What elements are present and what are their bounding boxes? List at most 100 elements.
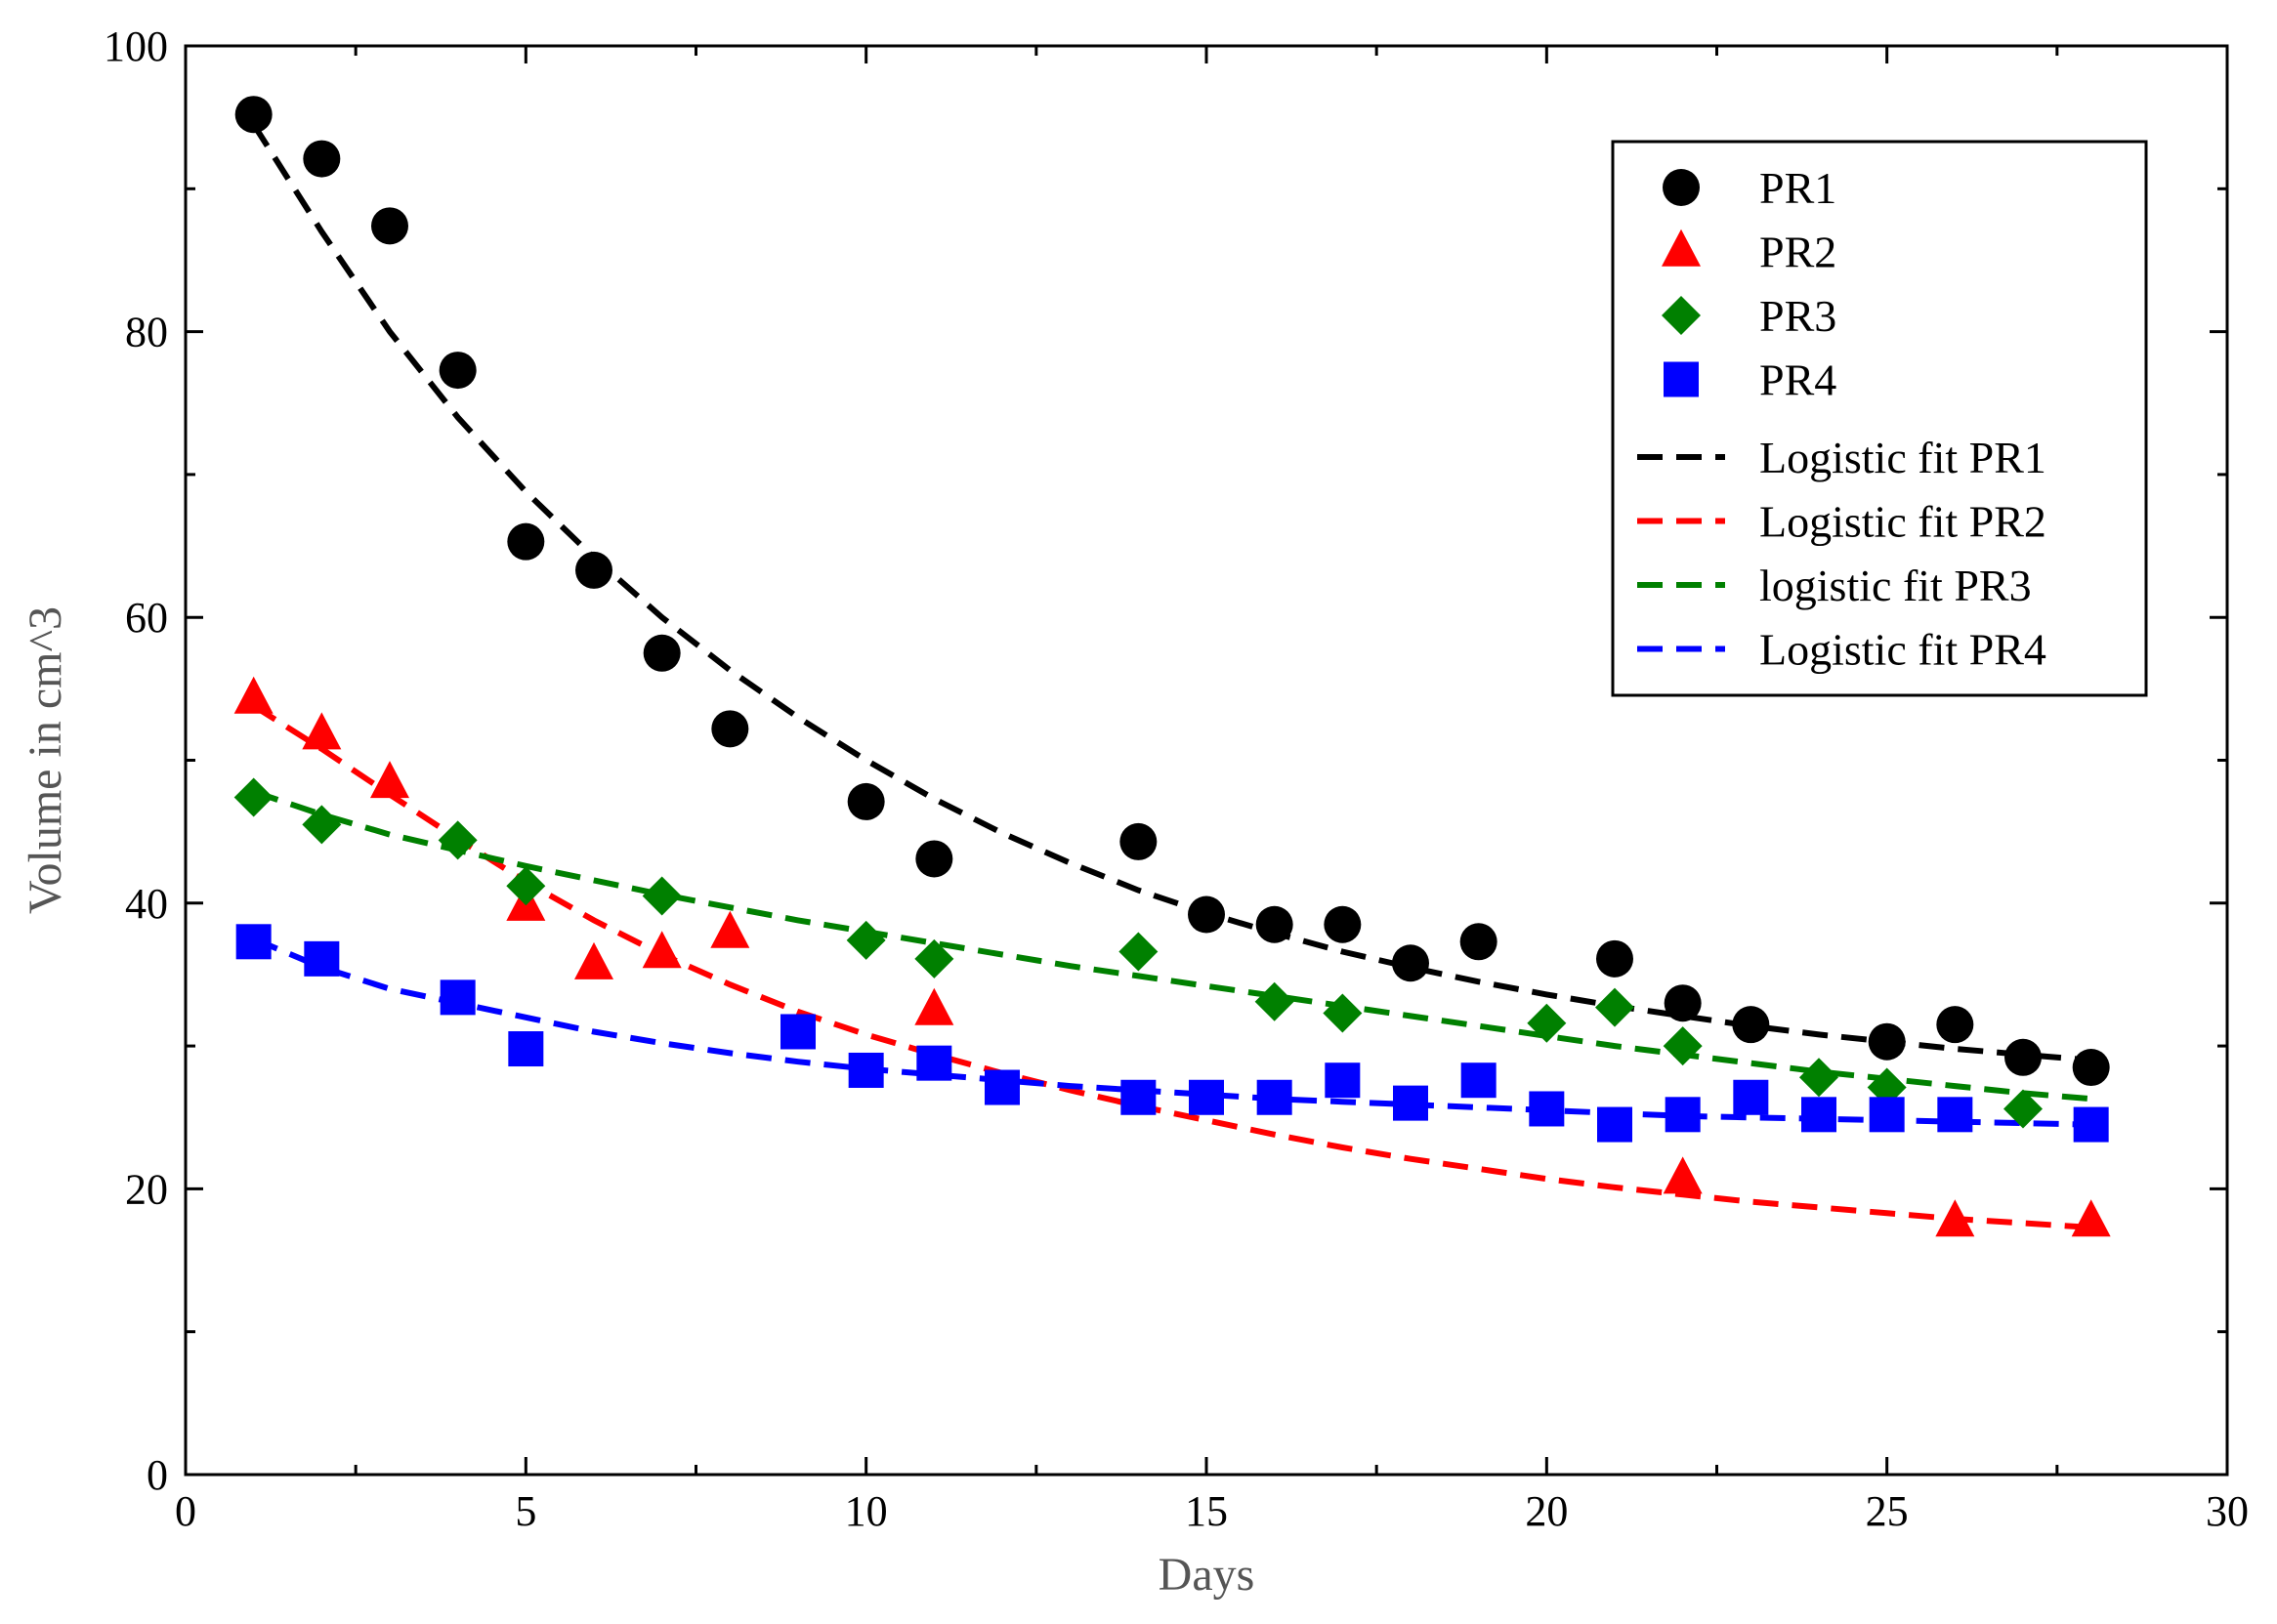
- data-point-pr4: [2073, 1106, 2109, 1143]
- legend-label: PR2: [1759, 228, 1836, 277]
- data-point-pr4: [985, 1069, 1020, 1105]
- fit-line-pr1: [251, 122, 2091, 1063]
- legend: PR1 PR2 PR3 PR4 Logistic fit PR1 Logistic fit…: [1611, 140, 2148, 697]
- data-point-pr1: [1664, 984, 1702, 1022]
- data-point-pr2: [1935, 1199, 1975, 1237]
- data-point-pr1: [1459, 923, 1497, 961]
- y-tick-label: 100: [104, 22, 168, 70]
- x-tick-label: 15: [1185, 1487, 1228, 1535]
- x-axis-title: Days: [1159, 1549, 1255, 1601]
- data-point-pr3: [1595, 987, 1634, 1027]
- data-point-pr3: [233, 777, 274, 817]
- data-point-pr4: [780, 1014, 816, 1050]
- data-point-pr4: [1665, 1097, 1701, 1133]
- data-point-pr1: [303, 140, 341, 178]
- data-point-pr3: [914, 938, 954, 979]
- data-point-pr4: [1529, 1091, 1565, 1127]
- legend-marker-pr2: [1662, 229, 1701, 267]
- y-tick-label: 0: [147, 1451, 168, 1499]
- data-point-pr4: [1869, 1097, 1905, 1133]
- data-point-pr3: [1323, 993, 1363, 1033]
- data-point-pr1: [575, 551, 612, 589]
- y-tick-label: 20: [125, 1165, 168, 1213]
- data-point-pr4: [916, 1045, 952, 1081]
- data-point-pr4: [304, 940, 340, 977]
- data-point-pr3: [438, 820, 478, 860]
- data-point-pr4: [1597, 1106, 1632, 1143]
- data-point-pr1: [1732, 1006, 1770, 1044]
- data-point-pr2: [302, 712, 342, 750]
- data-point-pr2: [642, 931, 682, 969]
- data-point-pr1: [847, 782, 885, 820]
- legend-label: logistic fit PR3: [1759, 561, 2032, 610]
- data-point-pr2: [710, 910, 750, 948]
- data-point-pr2: [233, 676, 274, 714]
- fit-lines-layer: [251, 122, 2091, 1230]
- data-point-pr3: [506, 866, 546, 906]
- data-point-pr1: [1596, 939, 1633, 978]
- data-point-pr1: [1392, 944, 1429, 982]
- x-tick-label: 25: [1866, 1487, 1909, 1535]
- x-tick-label: 20: [1525, 1487, 1568, 1535]
- data-point-pr1: [2072, 1049, 2110, 1087]
- data-point-pr2: [914, 987, 954, 1025]
- data-point-pr4: [1801, 1097, 1836, 1133]
- data-point-pr1: [1188, 895, 1225, 934]
- data-point-pr3: [1799, 1058, 1838, 1098]
- data-point-pr4: [1189, 1079, 1224, 1115]
- data-point-pr3: [1254, 981, 1294, 1021]
- data-point-pr4: [440, 979, 476, 1016]
- data-point-pr3: [1118, 932, 1159, 972]
- legend-box: [1611, 140, 2148, 697]
- fit-line-pr4: [252, 936, 2091, 1128]
- legend-label: PR4: [1759, 355, 1836, 405]
- data-point-pr1: [234, 96, 273, 134]
- data-point-pr2: [2071, 1199, 2111, 1237]
- data-point-pr1: [371, 207, 408, 245]
- data-point-pr4: [1393, 1085, 1428, 1121]
- y-tick-label: 80: [125, 309, 168, 356]
- data-point-pr1: [1119, 822, 1158, 860]
- data-point-pr1: [2004, 1038, 2042, 1076]
- legend-label: PR3: [1759, 291, 1836, 341]
- y-axis-title: Volume in cm^3: [20, 606, 71, 914]
- x-tick-label: 5: [515, 1487, 536, 1535]
- legend-marker-pr4: [1664, 361, 1699, 397]
- fit-line-pr2: [252, 703, 2091, 1230]
- data-point-pr4: [1325, 1062, 1361, 1099]
- data-point-pr4: [1460, 1062, 1497, 1099]
- y-tick-label: 40: [125, 880, 168, 928]
- data-point-pr1: [1255, 905, 1293, 943]
- data-point-pr3: [642, 876, 682, 916]
- data-point-pr3: [1527, 1003, 1567, 1043]
- data-point-pr3: [846, 920, 886, 960]
- axis-ticks-layer: 0 5 10 15 20 25 30 0 20 40 60 80 100: [104, 22, 2249, 1535]
- data-point-pr1: [439, 352, 477, 390]
- legend-label: Logistic fit PR2: [1759, 497, 2046, 547]
- data-point-pr1: [711, 710, 749, 748]
- x-tick-label: 0: [175, 1487, 196, 1535]
- data-point-pr1: [643, 634, 681, 672]
- x-tick-label: 30: [2206, 1487, 2249, 1535]
- data-point-pr3: [1663, 1026, 1703, 1066]
- data-point-pr4: [508, 1031, 544, 1067]
- data-point-pr2: [1663, 1156, 1703, 1194]
- x-tick-label: 10: [845, 1487, 888, 1535]
- legend-marker-pr1: [1663, 169, 1700, 206]
- data-point-pr1: [1324, 905, 1362, 943]
- data-point-pr4: [235, 924, 272, 960]
- data-markers-layer: [233, 96, 2111, 1237]
- legend-marker-pr3: [1662, 296, 1701, 335]
- data-point-pr2: [574, 941, 613, 979]
- data-point-pr3: [2003, 1089, 2043, 1129]
- legend-label: Logistic fit PR1: [1759, 433, 2046, 482]
- legend-label: PR1: [1759, 163, 1836, 213]
- fit-line-pr3: [252, 788, 2091, 1103]
- data-point-pr3: [302, 805, 342, 845]
- data-point-pr4: [1120, 1079, 1157, 1115]
- legend-label: Logistic fit PR4: [1759, 625, 2046, 675]
- data-point-pr4: [848, 1052, 884, 1088]
- data-point-pr4: [1937, 1097, 1973, 1133]
- data-point-pr1: [1936, 1006, 1974, 1044]
